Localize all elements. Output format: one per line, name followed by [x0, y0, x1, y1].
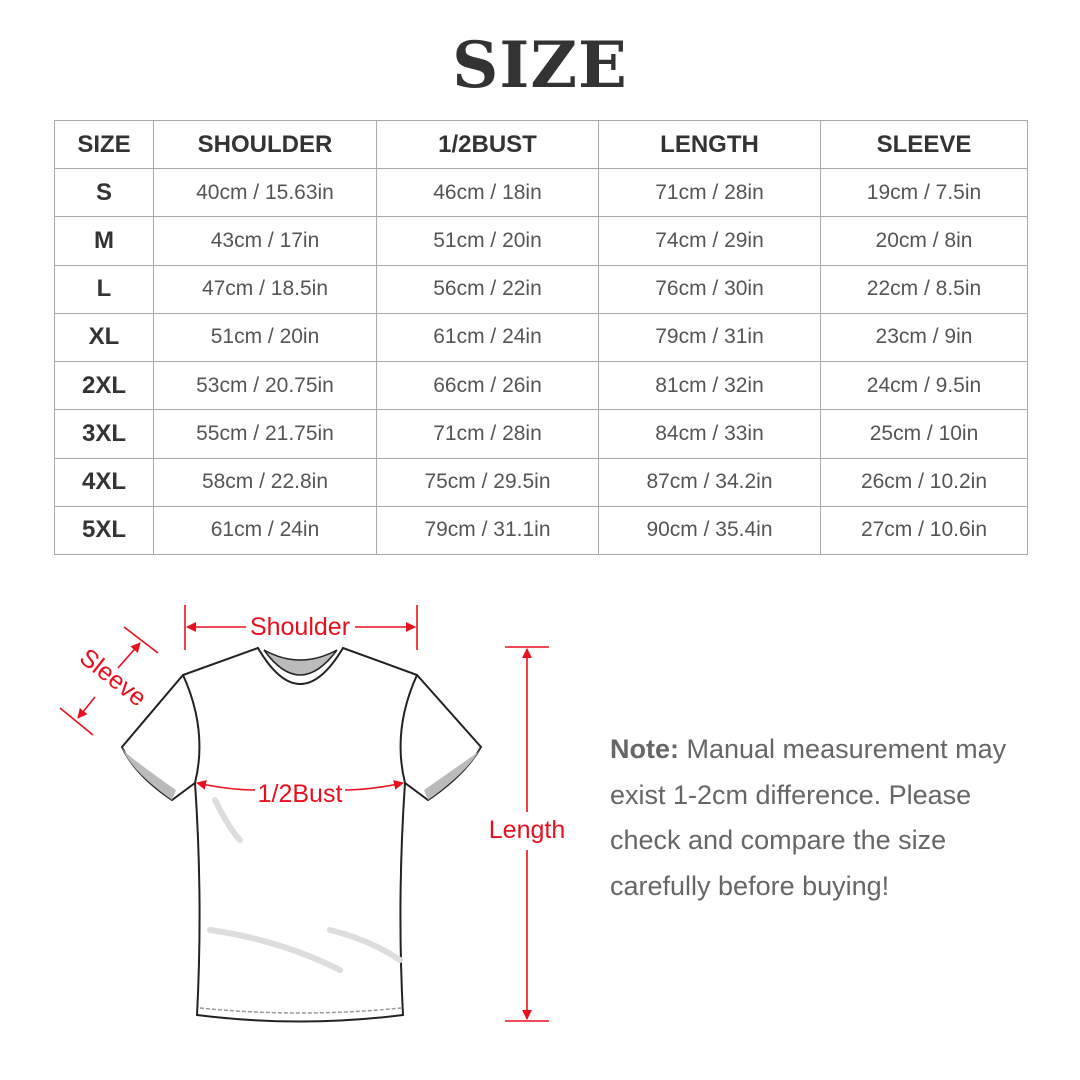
measurement-cell: 47cm / 18.5in: [153, 264, 377, 314]
page-title: SIZE: [452, 28, 628, 103]
note: Note: Manual measurement may exist 1-2cm…: [610, 727, 1040, 909]
measurement-cell: 79cm / 31.1in: [376, 505, 599, 556]
size-cell: 5XL: [54, 505, 154, 556]
measurement-cell: 24cm / 9.5in: [820, 360, 1028, 411]
size-cell: S: [54, 167, 154, 218]
measurement-cell: 43cm / 17in: [153, 216, 377, 266]
bust-measure: [196, 779, 404, 791]
measurement-cell: 55cm / 21.75in: [153, 409, 377, 459]
length-measure: [505, 646, 549, 1022]
tshirt-illustration: [120, 646, 483, 1023]
measurement-cell: 71cm / 28in: [598, 167, 821, 218]
bust-label: 1/2Bust: [258, 780, 343, 808]
measurement-cell: 20cm / 8in: [820, 216, 1028, 266]
measurement-cell: 22cm / 8.5in: [820, 264, 1028, 314]
measurement-cell: 46cm / 18in: [376, 167, 599, 218]
shoulder-label: Shoulder: [250, 613, 350, 641]
sleeve-measure: [59, 626, 159, 736]
size-cell: 3XL: [54, 409, 154, 459]
table-row: S 40cm / 15.63in 46cm / 18in 71cm / 28in 19c…: [54, 167, 1028, 218]
measurement-cell: 71cm / 28in: [376, 409, 599, 459]
measurement-cell: 90cm / 35.4in: [598, 505, 821, 556]
measurement-cell: 81cm / 32in: [598, 360, 821, 411]
table-header-row: SIZE SHOULDER 1/2BUST LENGTH SLEEVE: [54, 120, 1028, 169]
length-label: Length: [489, 816, 565, 844]
column-header: SLEEVE: [820, 120, 1028, 169]
sleeve-label: Sleeve: [74, 643, 151, 712]
measurement-cell: 66cm / 26in: [376, 360, 599, 411]
measurement-cell: 25cm / 10in: [820, 409, 1028, 459]
table-row: 5XL 61cm / 24in 79cm / 31.1in 90cm / 35.4in…: [54, 505, 1028, 556]
note-text: Manual measurement may exist 1-2cm diffe…: [610, 734, 1007, 901]
measurement-cell: 74cm / 29in: [598, 216, 821, 266]
measurement-cell: 23cm / 9in: [820, 312, 1028, 363]
measurement-cell: 75cm / 29.5in: [376, 457, 599, 507]
table-row: L 47cm / 18.5in 56cm / 22in 76cm / 30in 22cm…: [54, 264, 1028, 314]
table-row: M 43cm / 17in 51cm / 20in 74cm / 29in 20cm /…: [54, 216, 1028, 266]
measurement-cell: 27cm / 10.6in: [820, 505, 1028, 556]
measurement-cell: 79cm / 31in: [598, 312, 821, 363]
size-cell: XL: [54, 312, 154, 363]
measurement-cell: 84cm / 33in: [598, 409, 821, 459]
measurement-cell: 76cm / 30in: [598, 264, 821, 314]
measurement-cell: 58cm / 22.8in: [153, 457, 377, 507]
note-label: Note:: [610, 734, 679, 764]
measurement-cell: 51cm / 20in: [376, 216, 599, 266]
measurement-cell: 87cm / 34.2in: [598, 457, 821, 507]
column-header: 1/2BUST: [376, 120, 599, 169]
measurement-cell: 19cm / 7.5in: [820, 167, 1028, 218]
size-table: SIZE SHOULDER 1/2BUST LENGTH SLEEVE S 40cm / …: [54, 120, 1028, 556]
column-header: SIZE: [54, 120, 154, 169]
table-row: 2XL 53cm / 20.75in 66cm / 26in 81cm / 32in 2…: [54, 360, 1028, 411]
measurement-cell: 61cm / 24in: [153, 505, 377, 556]
measurement-cell: 56cm / 22in: [376, 264, 599, 314]
measurement-cell: 40cm / 15.63in: [153, 167, 377, 218]
shoulder-measure: [184, 605, 418, 650]
table-row: 3XL 55cm / 21.75in 71cm / 28in 84cm / 33in 2…: [54, 409, 1028, 459]
column-header: LENGTH: [598, 120, 821, 169]
